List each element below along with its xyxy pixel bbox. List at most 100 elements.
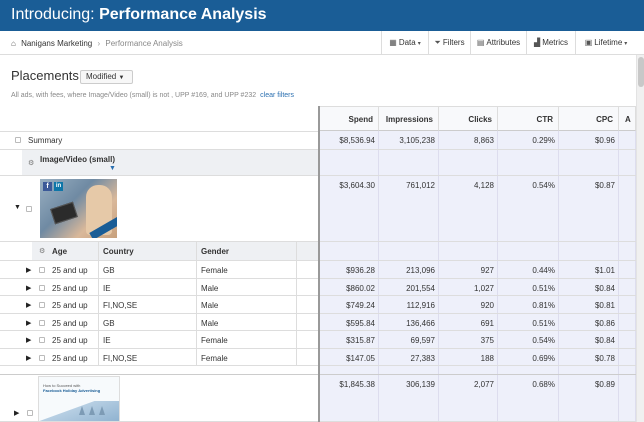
- header-impressions[interactable]: Impressions: [379, 106, 439, 131]
- cell-ctr: 0.51%: [532, 283, 555, 293]
- expand-triangle-icon[interactable]: ▶: [26, 267, 32, 274]
- spend-column-bg: [320, 131, 379, 422]
- tree-image: [99, 406, 105, 415]
- cell-country: FI,NO,SE: [103, 353, 138, 363]
- filters-button[interactable]: ⏷ Filters: [428, 31, 470, 55]
- group2-ctr: 0.68%: [532, 380, 555, 389]
- chevron-down-icon: ▾: [417, 41, 421, 47]
- header-cpc[interactable]: CPC: [559, 106, 619, 131]
- expand-triangle-icon[interactable]: ▶: [26, 302, 32, 309]
- cell-country: IE: [103, 336, 111, 345]
- expand-triangle-icon[interactable]: ▶: [14, 410, 20, 417]
- tablet-image: [50, 201, 78, 225]
- group-header-label[interactable]: Image/Video (small): [40, 155, 115, 164]
- attributes-button[interactable]: ▤ Attributes: [470, 31, 526, 55]
- cell-clicks: 188: [480, 353, 494, 363]
- top-toolbar: ⌂ Nanigans Marketing › Performance Analy…: [0, 31, 644, 55]
- breadcrumb-separator: ›: [97, 39, 101, 48]
- view-dropdown[interactable]: Modified ▼: [80, 70, 133, 84]
- grid-icon: ▦: [389, 38, 397, 47]
- vertical-scrollbar[interactable]: [636, 55, 644, 422]
- facebook-icon: f: [43, 182, 52, 191]
- data-menu-button[interactable]: ▦ Data ▾: [381, 31, 428, 55]
- metrics-button[interactable]: ▟ Metrics: [526, 31, 575, 55]
- banner-title-bold: Performance Analysis: [99, 6, 267, 23]
- metrics-label: Metrics: [542, 38, 568, 47]
- row-checkbox[interactable]: [39, 354, 45, 361]
- ad-creative-thumbnail[interactable]: f in: [40, 179, 117, 238]
- frozen-column-divider[interactable]: [318, 106, 320, 422]
- cell-spend: $749.24: [346, 301, 375, 310]
- header-country[interactable]: Country: [103, 247, 134, 256]
- chevron-down-icon: ▾: [624, 41, 628, 47]
- view-dropdown-label: Modified: [86, 72, 117, 81]
- expand-triangle-icon[interactable]: ▶: [26, 354, 32, 362]
- header-age[interactable]: Age: [52, 247, 68, 256]
- filter-text: All ads, with fees, where Image/Video (s…: [11, 92, 257, 99]
- row-checkbox[interactable]: [39, 267, 45, 273]
- gear-icon[interactable]: ⚙: [28, 160, 35, 167]
- bar-chart-icon: ▟: [534, 38, 541, 47]
- columns-icon: ▤: [476, 38, 485, 47]
- cell-spend: $595.84: [346, 318, 375, 328]
- filter-active-icon[interactable]: ▼: [109, 165, 116, 172]
- row-checkbox[interactable]: [39, 337, 45, 343]
- expand-triangle-icon[interactable]: ▶: [26, 284, 32, 292]
- row-checkbox[interactable]: [39, 284, 45, 291]
- breadcrumb: ⌂ Nanigans Marketing › Performance Analy…: [11, 39, 183, 48]
- gear-icon[interactable]: ⚙: [39, 248, 46, 255]
- caret-down-icon: ▼: [118, 75, 125, 81]
- cell-cpc: $0.86: [594, 318, 615, 328]
- banner-title: Introducing: Performance Analysis: [11, 6, 267, 24]
- collapse-triangle-icon[interactable]: ▼: [14, 204, 21, 211]
- expand-triangle-icon[interactable]: ▶: [26, 319, 32, 327]
- group2-spend: $1,845.38: [339, 380, 375, 389]
- cell-age: 25 and up: [52, 353, 88, 363]
- cell-country: GB: [103, 266, 115, 275]
- ad-group-checkbox[interactable]: [27, 410, 33, 416]
- lifetime-menu-button[interactable]: ▣ Lifetime ▾: [575, 31, 636, 55]
- summary-spend: $8,536.94: [339, 136, 375, 145]
- summary-ctr: 0.29%: [532, 136, 555, 145]
- header-banner: Introducing: Performance Analysis: [0, 0, 644, 31]
- clear-filters-link[interactable]: clear filters: [260, 92, 294, 99]
- summary-impressions: 3,105,238: [399, 136, 435, 145]
- header-gender[interactable]: Gender: [201, 247, 230, 256]
- header-spend[interactable]: Spend: [320, 106, 379, 131]
- row-checkbox[interactable]: [39, 319, 45, 326]
- ad-creative-thumbnail-2[interactable]: How to Succeed with Facebook Holiday Adv…: [38, 376, 120, 422]
- data-label: Data: [398, 38, 416, 47]
- group1-impressions: 761,012: [406, 181, 435, 190]
- cell-ctr: 0.69%: [532, 353, 555, 363]
- cell-cpc: $0.84: [594, 283, 615, 293]
- scrollbar-thumb[interactable]: [638, 57, 644, 87]
- cell-impressions: 27,383: [410, 353, 435, 363]
- filter-icon: ⏷: [434, 38, 441, 47]
- summary-checkbox[interactable]: [15, 137, 21, 143]
- cell-age: 25 and up: [52, 266, 88, 275]
- breadcrumb-current: Performance Analysis: [105, 39, 183, 48]
- header-ctr[interactable]: CTR: [498, 106, 559, 131]
- cell-clicks: 927: [480, 266, 494, 275]
- page-title: Placements: [11, 68, 79, 83]
- header-truncated[interactable]: A: [619, 106, 636, 131]
- cell-cpc: $0.78: [594, 353, 615, 363]
- cell-clicks: 1,027: [473, 283, 494, 293]
- ctr-column-bg: [498, 131, 559, 422]
- ad-group-checkbox[interactable]: [26, 206, 32, 212]
- cell-clicks: 920: [480, 301, 494, 310]
- tree-image: [89, 406, 95, 415]
- home-icon[interactable]: ⌂: [11, 39, 16, 48]
- header-clicks[interactable]: Clicks: [439, 106, 498, 131]
- banner-prefix: Introducing:: [11, 6, 100, 23]
- summary-label: Summary: [28, 136, 63, 145]
- expand-triangle-icon[interactable]: ▶: [26, 337, 32, 344]
- clicks-column-bg: [439, 131, 498, 422]
- cell-country: GB: [103, 318, 115, 328]
- row-checkbox[interactable]: [39, 302, 45, 308]
- summary-row: Summary $8,536.94 3,105,238 8,863 0.29% …: [0, 131, 636, 150]
- cell-impressions: 213,096: [406, 266, 435, 275]
- breadcrumb-account[interactable]: Nanigans Marketing: [21, 39, 93, 48]
- cell-ctr: 0.54%: [532, 336, 555, 345]
- lifetime-label: Lifetime: [594, 38, 623, 47]
